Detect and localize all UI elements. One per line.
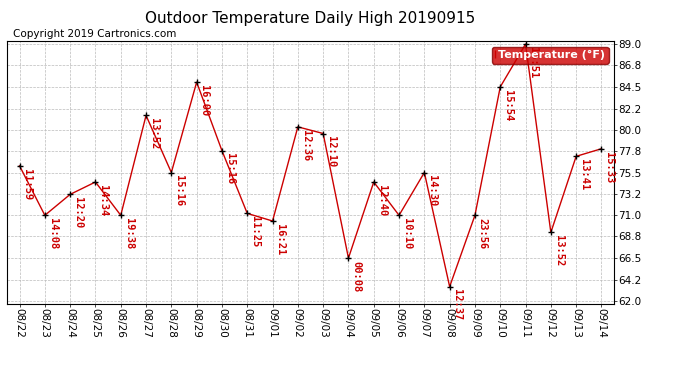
Text: 16:00: 16:00 [199,85,210,116]
Text: 13:52: 13:52 [149,118,159,150]
Text: 12:10: 12:10 [326,136,336,168]
Text: 11:25: 11:25 [250,216,260,248]
Text: 00:08: 00:08 [351,261,362,292]
Text: 14:08: 14:08 [48,218,58,249]
Text: 23:56: 23:56 [477,218,488,249]
Legend: Temperature (°F): Temperature (°F) [491,47,609,63]
Text: 14:34: 14:34 [98,185,108,216]
Text: 11:59: 11:59 [22,169,32,200]
Text: 19:38: 19:38 [124,218,134,249]
Text: 16:21: 16:21 [275,224,286,255]
Text: 15:16: 15:16 [225,153,235,184]
Text: 14:30: 14:30 [427,175,437,207]
Text: 15:51: 15:51 [529,47,538,78]
Text: 10:10: 10:10 [402,218,412,249]
Text: Copyright 2019 Cartronics.com: Copyright 2019 Cartronics.com [13,28,177,39]
Text: 13:52: 13:52 [553,235,564,267]
Text: 12:20: 12:20 [73,197,83,228]
Text: 12:40: 12:40 [377,185,386,216]
Text: 15:16: 15:16 [174,175,184,207]
Text: 15:33: 15:33 [604,152,614,183]
Text: 12:37: 12:37 [453,290,462,321]
Text: 12:36: 12:36 [301,130,310,161]
Text: 13:41: 13:41 [579,159,589,190]
Text: Outdoor Temperature Daily High 20190915: Outdoor Temperature Daily High 20190915 [146,11,475,26]
Text: 15:54: 15:54 [503,90,513,121]
